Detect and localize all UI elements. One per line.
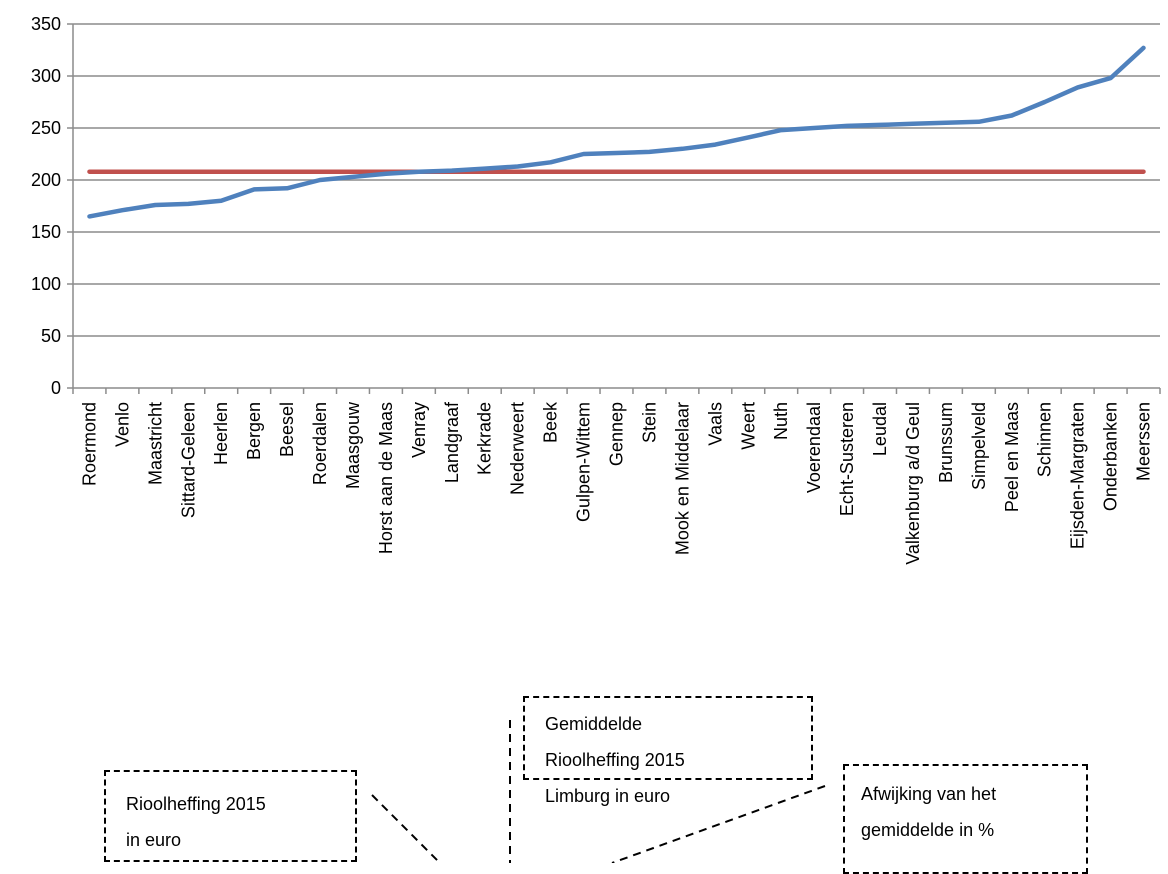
x-tick-label: Landgraaf xyxy=(442,401,462,483)
x-tick-label: Maasgouw xyxy=(343,401,363,489)
callout-average: Gemiddelde Rioolheffing 2015 Limburg in … xyxy=(523,696,813,806)
x-tick-label: Bergen xyxy=(244,402,264,460)
series-lines xyxy=(87,45,1146,219)
x-tick-label: Beek xyxy=(541,401,561,443)
x-tick-label: Sittard-Geleen xyxy=(178,402,198,518)
x-tick-label: Valkenburg a/d Geul xyxy=(903,402,923,565)
x-tick-label: Venlo xyxy=(112,402,132,447)
x-tick-label: Roermond xyxy=(79,402,99,486)
callout-text: Rioolheffing 2015 xyxy=(545,750,685,770)
x-tick-label: Voerendaal xyxy=(804,402,824,493)
y-tick-label: 250 xyxy=(31,118,61,138)
x-axis: Roermond Venlo Maastricht Sittard-Geleen Hee… xyxy=(72,387,1161,565)
x-tick-label: Stein xyxy=(639,402,659,443)
gridlines xyxy=(73,23,1160,337)
y-tick-label: 50 xyxy=(41,326,61,346)
x-tick-label: Weert xyxy=(738,402,758,450)
callout-text: Limburg in euro xyxy=(545,786,671,806)
y-axis: 0 50 100 150 200 250 300 350 xyxy=(31,14,74,398)
y-tick-label: 100 xyxy=(31,274,61,294)
x-tick-label: Venray xyxy=(409,402,429,458)
x-tick-label: Roerdalen xyxy=(310,402,330,485)
x-tick-label: Gennep xyxy=(607,402,627,466)
callout-text: Gemiddelde xyxy=(545,714,643,734)
x-tick-label: Nuth xyxy=(771,402,791,440)
y-tick-label: 150 xyxy=(31,222,61,242)
x-tick-label: Brunssum xyxy=(936,402,956,483)
x-tick-label: Eijsden-Margraten xyxy=(1068,402,1088,549)
x-tick-label: Mook en Middelaar xyxy=(672,402,692,555)
callout-text: gemiddelde in % xyxy=(861,820,995,840)
callout-leader-line xyxy=(371,794,441,863)
x-tick-label: Simpelveld xyxy=(969,402,989,490)
callout-text: Afwijking van het xyxy=(861,784,997,804)
y-tick-label: 350 xyxy=(31,14,61,34)
y-tick-label: 0 xyxy=(51,378,61,398)
x-tick-label: Onderbanken xyxy=(1101,402,1121,511)
x-tick-label: Maastricht xyxy=(145,402,165,485)
x-tick-label: Nederweert xyxy=(508,402,528,495)
x-tick-label: Schinnen xyxy=(1035,402,1055,477)
callout-leader-line xyxy=(611,785,826,863)
x-tick-label: Echt-Susteren xyxy=(837,402,857,516)
x-tick-label: Meerssen xyxy=(1134,402,1154,481)
series-line xyxy=(87,45,1146,219)
y-tick-label: 300 xyxy=(31,66,61,86)
callout-text: Rioolheffing 2015 xyxy=(126,794,266,814)
x-tick-label: Vaals xyxy=(705,402,725,446)
callout-text: in euro xyxy=(126,830,182,850)
y-tick-label: 200 xyxy=(31,170,61,190)
x-tick-label: Gulpen-Wittem xyxy=(574,402,594,522)
x-tick-label: Kerkrade xyxy=(475,402,495,475)
x-tick-label: Heerlen xyxy=(211,402,231,465)
x-tick-label: Horst aan de Maas xyxy=(376,402,396,554)
x-tick-label: Peel en Maas xyxy=(1002,402,1022,512)
x-tick-label: Leudal xyxy=(870,402,890,456)
x-tick-label: Beesel xyxy=(277,402,297,457)
line-chart: 0 50 100 150 200 250 300 350 Roermond Venlo Maast… xyxy=(31,14,1161,565)
callout-deviation: Afwijking van het gemiddelde in % xyxy=(843,764,1088,874)
callout-rioolheffing: Rioolheffing 2015 in euro xyxy=(104,770,357,862)
